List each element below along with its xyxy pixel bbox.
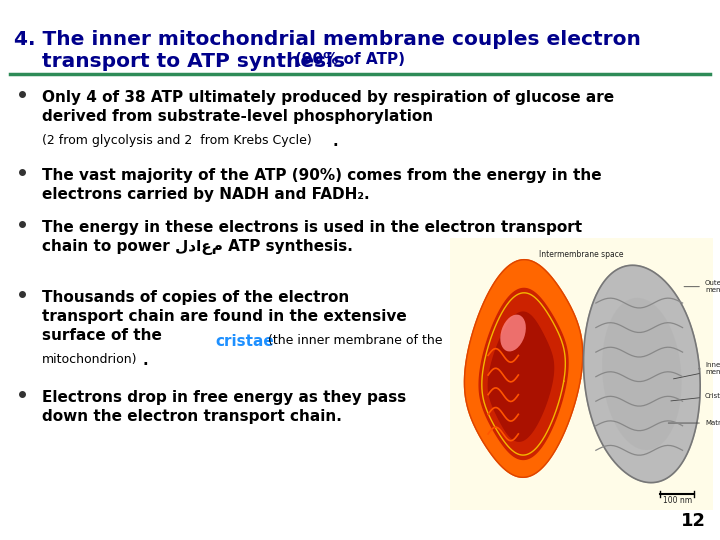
Text: The vast majority of the ATP (90%) comes from the energy in the
electrons carrie: The vast majority of the ATP (90%) comes… [42,168,602,202]
Polygon shape [479,288,568,460]
Text: (2 from glycolysis and 2  from Krebs Cycle): (2 from glycolysis and 2 from Krebs Cycl… [42,134,312,147]
Text: .: . [332,134,338,149]
Text: transport to ATP synthesis: transport to ATP synthesis [14,52,352,71]
Text: 100 nm: 100 nm [662,496,692,505]
Text: Inner
membrane: Inner membrane [673,362,720,379]
Polygon shape [488,312,554,441]
Text: Cristae: Cristae [671,393,720,401]
Text: Thousands of copies of the electron
transport chain are found in the extensive
s: Thousands of copies of the electron tran… [42,290,407,343]
Text: Only 4 of 38 ATP ultimately produced by respiration of glucose are
derived from : Only 4 of 38 ATP ultimately produced by … [42,90,614,124]
Polygon shape [583,265,700,483]
Text: .: . [142,353,148,368]
Text: cristae: cristae [215,334,274,349]
Text: 4. The inner mitochondrial membrane couples electron: 4. The inner mitochondrial membrane coup… [14,30,641,49]
Text: mitochondrion): mitochondrion) [42,353,138,366]
Text: 12: 12 [681,512,706,530]
Text: (the inner membrane of the: (the inner membrane of the [264,334,443,347]
Text: Intermembrane space: Intermembrane space [539,249,624,259]
Text: (90% of ATP): (90% of ATP) [295,52,405,67]
Text: Matrix: Matrix [668,420,720,426]
Text: Electrons drop in free energy as they pass
down the electron transport chain.: Electrons drop in free energy as they pa… [42,390,406,424]
Ellipse shape [602,298,682,450]
Text: Outer
membrane: Outer membrane [684,280,720,293]
Ellipse shape [500,315,526,352]
Polygon shape [464,260,582,477]
Text: The energy in these electrons is used in the electron transport
chain to power ل: The energy in these electrons is used in… [42,220,582,255]
